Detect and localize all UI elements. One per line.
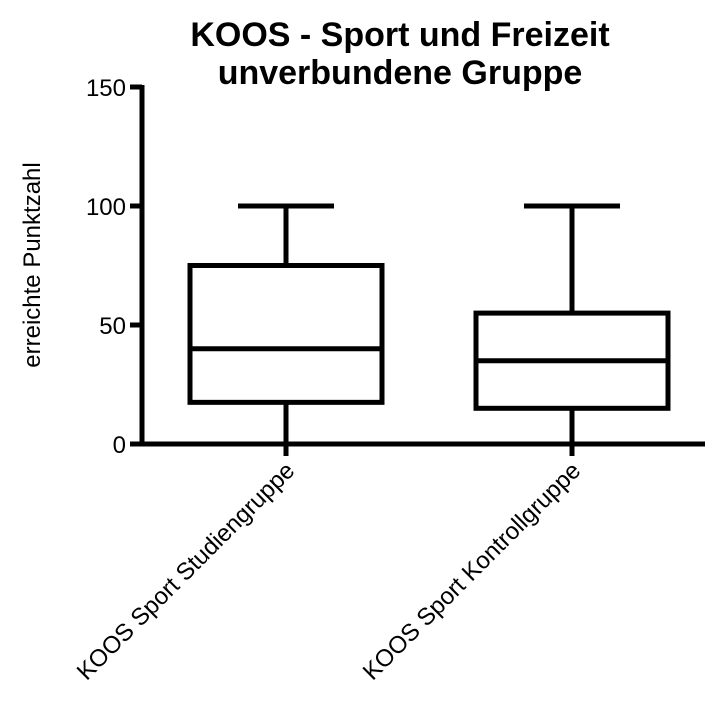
chart-title: KOOS - Sport und Freizeit xyxy=(190,16,609,54)
y-tick-label: 100 xyxy=(86,194,126,221)
y-tick-label: 0 xyxy=(113,432,126,459)
box xyxy=(187,263,385,405)
x-tick-label: KOOS Sport Studiengruppe xyxy=(72,457,301,686)
y-tick-label: 50 xyxy=(99,313,126,340)
x-tick-label: KOOS Sport Kontrollgruppe xyxy=(358,457,587,686)
chart-title: unverbundene Gruppe xyxy=(218,54,583,92)
y-tick-label: 150 xyxy=(86,75,126,102)
y-axis-label: erreichte Punktzahl xyxy=(19,162,46,367)
